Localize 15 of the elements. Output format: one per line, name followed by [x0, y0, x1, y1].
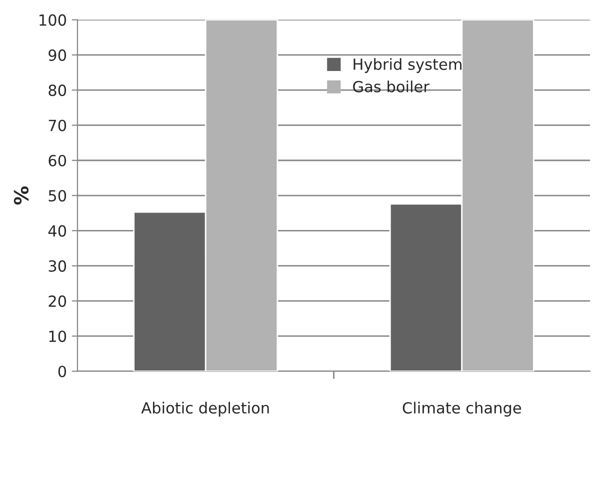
- y-tick-label: 0: [58, 366, 66, 378]
- x-tick-label: Abiotic depletion: [141, 402, 269, 417]
- y-axis-title: %: [14, 186, 29, 205]
- y-tick-label: 30: [48, 260, 66, 272]
- y-tick-label: 60: [48, 154, 66, 166]
- y-tick-label: 40: [48, 225, 66, 237]
- y-tick-label: 90: [48, 49, 66, 61]
- legend-label: Hybrid system: [354, 58, 462, 73]
- y-tick-label: 50: [48, 190, 66, 202]
- y-tick-label: 70: [48, 120, 66, 132]
- y-tick-label: 100: [40, 14, 66, 26]
- y-tick-label: 20: [48, 295, 66, 307]
- y-tick-label: 80: [48, 84, 66, 96]
- y-tick-label: 10: [49, 330, 66, 342]
- x-tick-label: Climate change: [402, 402, 522, 417]
